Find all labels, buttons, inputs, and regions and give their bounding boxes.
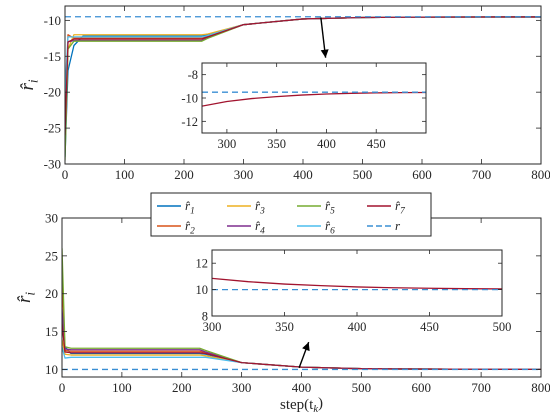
x-tick-label: 500 <box>353 167 373 182</box>
series-group <box>62 248 541 371</box>
x-tick-label: 600 <box>412 380 432 395</box>
x-tick-label: 400 <box>293 167 313 182</box>
legend-label-2: r̂5 <box>325 198 335 216</box>
legend-label-4: r̂2 <box>185 218 195 236</box>
legend-label-1: r̂3 <box>255 198 265 216</box>
y-tick-label: -25 <box>44 121 61 136</box>
series-line-6 <box>65 16 541 136</box>
inset-x-tick-label: 450 <box>420 320 439 334</box>
legend-box <box>150 192 432 237</box>
inset-series-group <box>202 91 426 107</box>
y-tick-label: 20 <box>45 286 58 301</box>
legend-label-3: r̂7 <box>395 198 405 216</box>
y-axis-label: r̂i <box>17 79 41 90</box>
inset-series-group <box>212 277 502 291</box>
x-tick-label: 700 <box>471 380 491 395</box>
x-tick-label: 600 <box>412 167 432 182</box>
zoom-arrow-head <box>302 342 310 352</box>
inset-x-tick-label: 500 <box>493 320 512 334</box>
legend-label-5: r̂4 <box>255 218 265 236</box>
inset-x-tick-label: 350 <box>267 137 286 151</box>
x-tick-label: 0 <box>59 380 66 395</box>
x-tick-label: 500 <box>352 380 372 395</box>
y-tick-label: -30 <box>44 157 61 172</box>
x-tick-label: 700 <box>472 167 492 182</box>
y-tick-label: 30 <box>45 211 58 226</box>
x-tick-label: 100 <box>112 380 132 395</box>
inset-x-tick-label: 300 <box>203 320 222 334</box>
series-line-6 <box>62 323 541 370</box>
chart-top: 0 100 200 300 400 500 600 700 800 -30 -25 -20 -15 -10… <box>17 5 550 182</box>
inset-y-tick-label: 10 <box>196 283 209 297</box>
legend-label-7: r <box>395 218 401 233</box>
inset-y-tick-label: 8 <box>202 310 208 324</box>
y-tick-label: -15 <box>44 49 61 64</box>
x-tick-label: 300 <box>232 380 252 395</box>
x-tick-label: 400 <box>292 380 312 395</box>
y-tick-label: 25 <box>45 248 58 263</box>
inset-series-line-0 <box>212 277 502 290</box>
series-group <box>65 16 541 161</box>
x-tick-label: 200 <box>174 167 194 182</box>
inset-x-tick-label: 400 <box>348 320 367 334</box>
legend-label-6: r̂6 <box>325 218 335 236</box>
inset-plot-area <box>202 63 426 133</box>
zoom-arrow-head <box>320 49 329 58</box>
y-tick-label: 10 <box>45 362 58 377</box>
chart-bottom: 0 100 200 300 400 500 600 700 800 10 15 20 25 30 300 35… <box>14 211 550 416</box>
y-tick-label: -10 <box>44 13 61 28</box>
x-tick-label: 100 <box>115 167 135 182</box>
inset-series-line-0 <box>202 91 426 107</box>
inset-y-tick-label: 12 <box>196 257 209 271</box>
inset-plot-area <box>212 250 502 316</box>
inset-x-tick-label: 350 <box>275 320 294 334</box>
x-tick-label: 200 <box>172 380 192 395</box>
x-tick-label: 800 <box>531 380 550 395</box>
inset-y-tick-label: -10 <box>181 92 198 106</box>
y-tick-label: -20 <box>44 85 61 100</box>
inset-y-tick-label: -12 <box>181 115 198 129</box>
inset-x-tick-label: 400 <box>317 137 336 151</box>
x-tick-label: 800 <box>531 167 550 182</box>
x-tick-label: 300 <box>234 167 254 182</box>
x-tick-label: 0 <box>62 167 69 182</box>
inset-x-tick-label: 450 <box>367 137 386 151</box>
y-tick-label: 15 <box>45 324 58 339</box>
x-axis-label: step(tk) <box>280 396 323 416</box>
inset-x-tick-label: 300 <box>218 137 237 151</box>
legend: r̂1 r̂3 r̂5 r̂7 r̂2 r̂4 r̂6 r <box>150 192 432 237</box>
legend-label-0: r̂1 <box>185 198 195 216</box>
inset-y-tick-label: -8 <box>188 68 198 82</box>
y-axis-label: r̂i <box>14 292 38 303</box>
